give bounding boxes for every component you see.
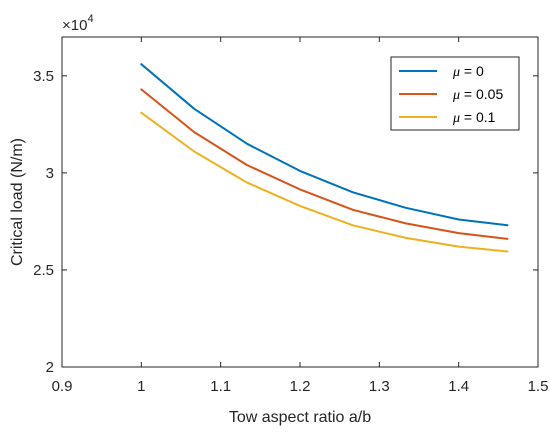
y-multiplier-base: ×10 (62, 17, 87, 34)
legend-entries: μ = 0μ = 0.05μ = 0.1 (399, 63, 503, 126)
legend-mu-symbol: μ (452, 88, 460, 103)
x-tick-label: 1.5 (528, 378, 549, 395)
x-tick-label: 1.4 (448, 378, 469, 395)
x-tick-label: 1.2 (290, 378, 311, 395)
x-axis-label: Tow aspect ratio a/b (229, 409, 371, 426)
y-multiplier-exponent: 4 (87, 13, 93, 25)
y-tick-label: 3 (46, 165, 54, 182)
legend: μ = 0μ = 0.05μ = 0.1 (390, 56, 520, 131)
x-tick-label: 1.3 (369, 378, 390, 395)
series-line-2 (140, 111, 509, 253)
x-axis-ticks: 0.9 1 1.1 1.2 1.3 1.4 1.5 (52, 37, 549, 395)
legend-mu-symbol: μ (452, 65, 460, 80)
y-multiplier: ×104 (62, 13, 94, 34)
legend-label-2: μ = 0.1 (452, 109, 496, 126)
x-tick-label: 1 (137, 378, 145, 395)
legend-mu-symbol: μ (452, 111, 460, 126)
y-tick-label: 2.5 (33, 262, 54, 279)
series-line-0 (140, 63, 509, 227)
legend-label-1: μ = 0.05 (452, 86, 503, 103)
series-line-1 (140, 88, 509, 240)
legend-value: = 0.05 (460, 86, 503, 102)
y-axis-label: Critical load (N/m) (9, 138, 26, 266)
y-tick-label: 2 (46, 359, 54, 376)
x-tick-label: 1.1 (210, 378, 231, 395)
x-tick-label: 0.9 (52, 378, 73, 395)
legend-label-0: μ = 0 (452, 63, 484, 80)
y-axis-ticks: 2 2.5 3 3.5 (33, 68, 538, 376)
legend-value: = 0 (460, 63, 484, 79)
series-lines (140, 63, 509, 253)
y-tick-label: 3.5 (33, 68, 54, 85)
legend-value: = 0.1 (460, 109, 496, 125)
